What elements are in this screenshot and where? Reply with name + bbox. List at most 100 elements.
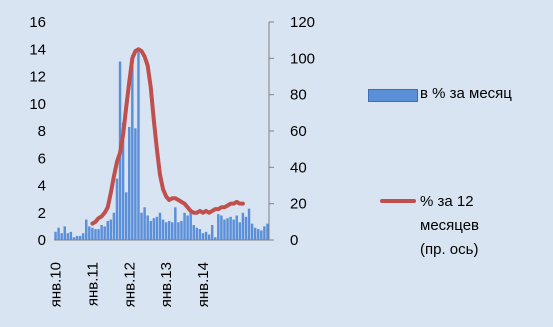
bar	[207, 234, 211, 240]
bar	[198, 229, 202, 240]
bar	[155, 216, 159, 240]
bar	[81, 233, 85, 240]
bar	[124, 192, 128, 240]
bar	[235, 215, 238, 240]
bar	[137, 51, 140, 240]
bar	[263, 226, 266, 241]
bar	[72, 237, 76, 240]
bar	[247, 208, 251, 240]
bar	[171, 222, 174, 240]
legend-swatch-bars	[368, 89, 418, 102]
bar	[112, 212, 116, 240]
bar	[214, 237, 217, 240]
bar	[128, 126, 131, 240]
bar	[238, 222, 242, 240]
right-tick-label: 120	[290, 14, 315, 31]
line-path	[90, 47, 245, 226]
bar	[66, 233, 70, 240]
bar	[158, 212, 162, 240]
bar	[78, 235, 82, 240]
bar	[161, 219, 165, 240]
bar	[220, 215, 223, 240]
bar	[115, 178, 119, 240]
bar	[266, 223, 269, 240]
bar-series	[54, 51, 269, 241]
bar	[109, 219, 113, 240]
legend-line-text-3: (пр. ось)	[420, 241, 479, 258]
left-tick-label: 8	[38, 123, 46, 140]
bar	[180, 220, 183, 240]
bar	[75, 235, 79, 240]
bar	[97, 229, 100, 240]
bar	[94, 229, 97, 240]
left-tick-label: 14	[29, 41, 46, 58]
left-tick-label: 12	[29, 69, 46, 86]
bar	[63, 226, 66, 241]
bar	[174, 207, 177, 240]
left-axis: 0 2 4 6 8 10 12 14 16	[29, 14, 46, 249]
bar	[149, 220, 152, 240]
legend-line-text-1: % за 12	[420, 193, 474, 210]
bar	[257, 229, 260, 240]
bar	[121, 122, 125, 240]
line-series	[90, 47, 245, 226]
right-tick-label: 60	[290, 123, 307, 140]
bar	[201, 233, 205, 240]
right-tick-label: 40	[290, 159, 307, 176]
bar	[57, 227, 60, 240]
bar	[85, 219, 88, 240]
right-tick-label: 100	[290, 50, 315, 67]
legend-swatch-line	[380, 199, 416, 203]
bar	[244, 216, 248, 240]
bar	[134, 128, 137, 240]
x-axis: янв.10 янв.11 янв.12 янв.13 янв.14	[48, 239, 269, 307]
bar	[241, 212, 245, 240]
bar	[250, 223, 254, 240]
bar	[253, 227, 257, 240]
left-tick-label: 2	[38, 205, 46, 222]
bar	[177, 222, 180, 240]
bar	[260, 230, 263, 240]
bar	[232, 219, 235, 240]
bar	[189, 211, 192, 240]
bar	[152, 218, 156, 240]
right-tick-label: 20	[290, 196, 307, 213]
right-tick-label: 0	[290, 232, 298, 249]
bar	[60, 233, 63, 240]
bar	[192, 225, 195, 240]
bar	[226, 218, 229, 240]
bar	[164, 222, 168, 240]
bar	[88, 226, 91, 241]
x-tick-label: янв.14	[195, 262, 212, 307]
bar	[103, 226, 106, 241]
bar	[204, 231, 208, 240]
x-tick-label: янв.11	[84, 262, 101, 306]
left-tick-label: 6	[38, 150, 46, 167]
right-axis: 0 20 40 60 80 100 120	[268, 14, 315, 249]
legend-line-text-2: месяцев	[420, 217, 480, 234]
right-tick-label: 80	[290, 87, 307, 104]
left-tick-label: 4	[38, 178, 46, 195]
bar	[167, 220, 171, 240]
bar	[229, 216, 232, 240]
bar	[54, 231, 57, 240]
bar	[210, 225, 214, 240]
bar	[91, 227, 94, 240]
legend-label-bars: в % за месяц	[420, 85, 512, 102]
bar	[217, 214, 220, 240]
bar	[131, 54, 134, 241]
left-tick-label: 10	[29, 96, 46, 113]
x-tick-label: янв.12	[121, 262, 138, 307]
x-tick-label: янв.13	[158, 262, 175, 307]
bar	[69, 231, 73, 240]
bar	[183, 212, 186, 240]
legend-label-line: % за 12 месяцев (пр. ось)	[420, 190, 540, 262]
bar	[146, 215, 149, 240]
bar	[195, 227, 199, 240]
bar	[140, 212, 143, 240]
bar	[223, 219, 226, 240]
x-tick-label: янв.10	[48, 262, 65, 307]
left-tick-label: 0	[38, 232, 46, 249]
bar	[186, 215, 189, 240]
